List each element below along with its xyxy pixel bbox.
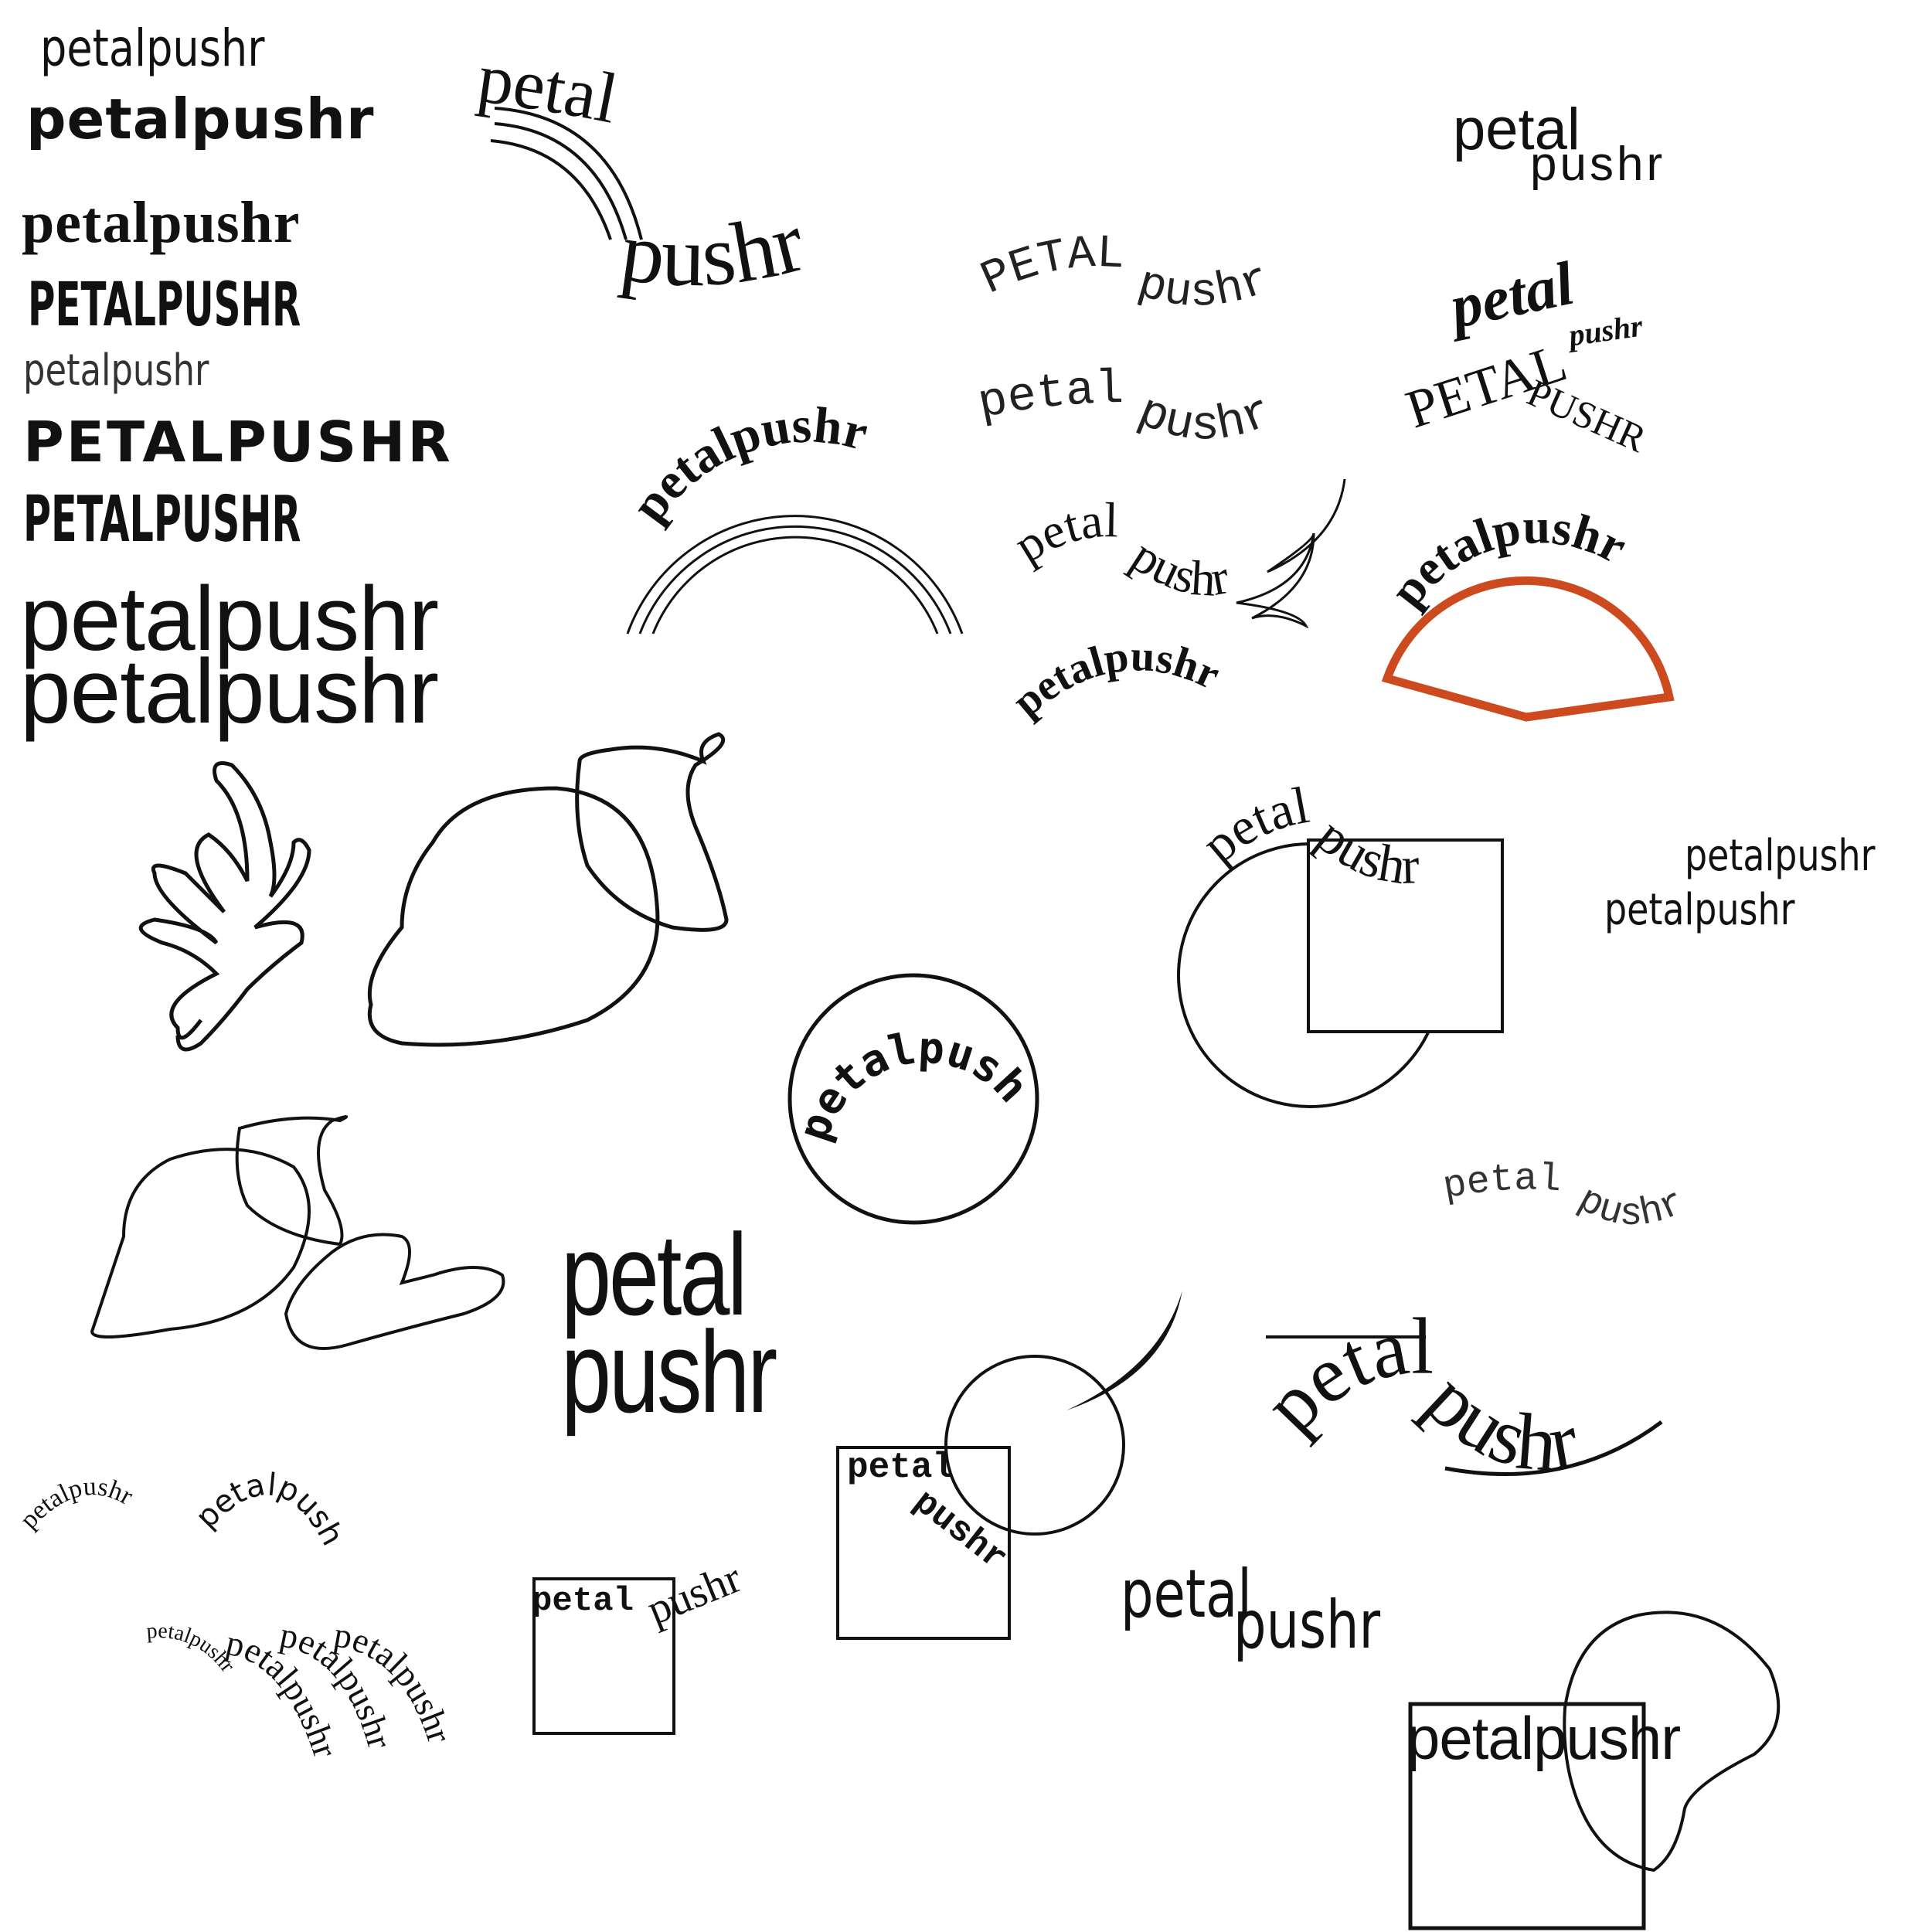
stacked-pushr: pushr: [1530, 138, 1666, 191]
circle-box-logo: [836, 1291, 1182, 1640]
circle-box-square: [836, 1446, 1011, 1640]
stacked-petal: petal: [1453, 97, 1580, 162]
small-box-outline: [532, 1577, 675, 1735]
double-blob-loop: [235, 1115, 348, 1247]
tiny-curve-2: petalpushr: [0, 0, 350, 1552]
light-mono-pushr: pushr: [1570, 1179, 1692, 1237]
swirl-pushr: pushr: [1122, 528, 1233, 607]
ring-wordmark: petalpushr: [0, 0, 1038, 1147]
light-mono-petal: petal: [1440, 1157, 1563, 1209]
blob-sketch-main: [367, 786, 660, 1047]
ring-outline: [787, 973, 1039, 1225]
tiny-curve-1: petalpushr: [15, 1472, 138, 1534]
small-box-petal: petal: [532, 1582, 634, 1621]
wordmark-specimen-1: petalpushr: [40, 19, 265, 78]
arch-line: [626, 515, 964, 634]
small-curve-wordmark: petalpushr: [1003, 632, 1226, 726]
box-blob-shape: [1563, 1611, 1781, 1872]
arch-line: [651, 536, 939, 634]
box-blob-square: [1408, 1702, 1646, 1930]
wordmark-specimen-8a: petalpushr: [20, 568, 439, 670]
arc-line: [494, 107, 643, 240]
fan-shape: [1381, 576, 1675, 722]
wordmark-specimen-3: petalpushr: [22, 190, 301, 255]
rainbow-top-pushr: pushr: [615, 193, 813, 304]
mono-curve-logo-2: petal pushr: [974, 362, 1281, 453]
arc-line: [494, 122, 628, 240]
wordmark-specimen-7: PETALPUSHR: [23, 483, 301, 556]
rainbow-arch-logo: petalpushr: [621, 397, 964, 634]
orange-fan-logo: petalpushr: [1379, 498, 1675, 722]
offset-pushr: pushr: [1233, 1587, 1381, 1664]
big-serif-arc-logo: petal pushr: [1247, 1302, 1663, 1488]
pair-wordmark-1: petalpushr: [1685, 831, 1876, 881]
circle-box-circle: [944, 1355, 1125, 1536]
stacked-big-petal: petal: [561, 1209, 747, 1339]
leaf-swirl-logo: petal pushr: [1005, 478, 1346, 629]
swirl-line: [1236, 532, 1315, 629]
rainbow-logo-top: petal pushr: [473, 38, 813, 305]
offset-petal: petal: [1121, 1556, 1252, 1633]
arch-line: [638, 525, 952, 634]
mono1-petal: PETAL: [974, 228, 1126, 307]
mono1-pushr: pushr: [1132, 253, 1277, 320]
wordmark-specimen-6: PETALPUSHR: [23, 410, 453, 474]
box-blob-wordmark: petalpushr: [1406, 1704, 1681, 1772]
mono2-pushr: pushr: [1131, 385, 1281, 454]
wordmark-specimen-5: petalpushr: [23, 345, 209, 396]
leaf-shape: [1066, 1291, 1182, 1410]
mono-curve-logo-1: PETAL pushr: [974, 228, 1277, 320]
double-blob-left: [90, 1148, 311, 1338]
wordmark-specimen-4: PETALPUSHR: [28, 270, 301, 340]
swirl-petal: petal: [1005, 492, 1118, 573]
arch-wordmark: petalpushr: [621, 397, 873, 532]
pair-wordmark-2: petalpushr: [1604, 885, 1795, 935]
wordmark-specimen-8b: petalpushr: [20, 641, 439, 743]
wordmark-specimen-2: petalpushr: [26, 87, 375, 151]
circle-square-logo: petal pushr: [1177, 775, 1504, 1108]
big-serif-petal: petal: [1247, 1302, 1434, 1449]
arc-line: [490, 139, 612, 240]
circle-box-petal: petal: [847, 1447, 954, 1488]
blob-sketch-loop: [575, 732, 729, 932]
stacked-big-pushr: pushr: [561, 1307, 777, 1437]
mono2-petal: petal: [974, 362, 1124, 431]
box-blob-logo: [1408, 1611, 1781, 1930]
swirl-line: [1267, 478, 1346, 573]
square-outline: [1307, 838, 1504, 1033]
underline-arc: [1444, 1420, 1663, 1476]
coral-leaf-sketch: [138, 761, 311, 1052]
double-blob-right: [284, 1233, 505, 1350]
